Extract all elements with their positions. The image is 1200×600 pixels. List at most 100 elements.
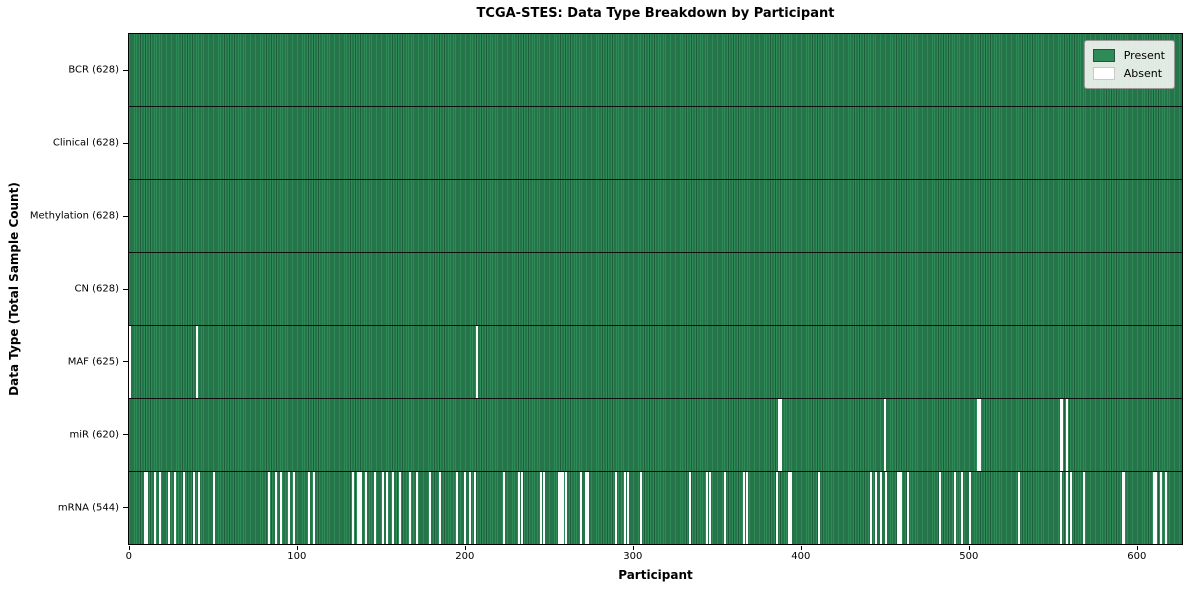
row-band-cn [129, 253, 1182, 326]
absent-stripe [398, 472, 401, 544]
y-tick-mark [123, 361, 128, 363]
absent-stripe [1153, 472, 1156, 544]
y-tick-label-bcr: BCR (628) [68, 64, 119, 76]
row-band-mrna [129, 472, 1182, 544]
absent-stripe [360, 472, 363, 544]
absent-stripe [640, 472, 643, 544]
absent-stripe [474, 472, 477, 544]
absent-stripe [1069, 472, 1072, 544]
absent-stripe [586, 472, 589, 544]
absent-stripe [382, 472, 385, 544]
absent-stripe [543, 472, 546, 544]
absent-stripe [373, 472, 376, 544]
x-tick-mark [800, 546, 802, 550]
x-tick-mark [128, 546, 130, 550]
absent-stripe [357, 472, 360, 544]
absent-stripe [385, 472, 388, 544]
absent-stripe [1165, 472, 1168, 544]
row-band-mir [129, 399, 1182, 472]
absent-stripe [539, 472, 542, 544]
y-tick-label-maf: MAF (625) [67, 356, 119, 368]
absent-stripe [415, 472, 418, 544]
absent-stripe [154, 472, 157, 544]
absent-stripe [626, 472, 629, 544]
absent-stripe [196, 326, 199, 398]
x-tick-mark [1136, 546, 1138, 550]
absent-stripe [352, 472, 354, 544]
absent-stripe [875, 472, 878, 544]
absent-stripe [1017, 472, 1020, 544]
absent-stripe [777, 399, 780, 471]
absent-stripe [268, 472, 271, 544]
absent-stripe [705, 472, 708, 544]
absent-stripe [439, 472, 442, 544]
absent-stripe [192, 472, 195, 544]
y-tick-mark [123, 142, 128, 144]
row-band-clinical [129, 107, 1182, 180]
absent-stripe [129, 326, 131, 398]
absent-stripe [561, 472, 564, 544]
x-tick-label: 100 [287, 551, 307, 562]
absent-stripe [429, 472, 432, 544]
y-tick-mark [123, 69, 128, 71]
y-tick-label-cn: CN (628) [74, 283, 119, 295]
absent-stripe [313, 472, 316, 544]
legend-absent-label: Absent [1123, 67, 1163, 80]
absent-stripe [880, 472, 883, 544]
x-tick-mark [464, 546, 466, 550]
absent-stripe [1059, 472, 1062, 544]
absent-stripe [779, 399, 782, 471]
absent-stripe [1160, 472, 1163, 544]
absent-stripe [1066, 399, 1069, 471]
absent-stripe [159, 472, 162, 544]
present-swatch-icon [1092, 49, 1115, 62]
absent-stripe [182, 472, 185, 544]
absent-stripe [960, 472, 963, 544]
x-tick-label: 300 [623, 551, 643, 562]
absent-stripe [818, 472, 821, 544]
absent-stripe [953, 472, 956, 544]
absent-stripe [469, 472, 472, 544]
absent-stripe [455, 472, 458, 544]
absent-stripe [742, 472, 745, 544]
absent-stripe [1083, 472, 1086, 544]
absent-stripe [789, 472, 792, 544]
y-tick-label-mrna: mRNA (544) [57, 502, 119, 514]
absent-stripe [896, 472, 899, 544]
absent-stripe [558, 472, 561, 544]
absent-stripe [900, 472, 903, 544]
row-band-bcr [129, 34, 1182, 107]
y-tick-label-methylation: Methylation (628) [29, 210, 119, 222]
absent-stripe [1155, 472, 1158, 544]
x-tick-label: 500 [959, 551, 979, 562]
absent-stripe [564, 472, 567, 544]
absent-stripe [365, 472, 368, 544]
absent-stripe [1121, 472, 1124, 544]
absent-stripe [977, 399, 980, 471]
absent-stripe [883, 399, 886, 471]
absent-stripe [979, 399, 982, 471]
absent-stripe [885, 472, 888, 544]
x-tick-mark [632, 546, 634, 550]
absent-stripe [1059, 399, 1062, 471]
absent-swatch-icon [1092, 67, 1115, 80]
absent-stripe [746, 472, 749, 544]
absent-stripe [144, 472, 147, 544]
absent-stripe [776, 472, 779, 544]
absent-stripe [870, 472, 873, 544]
absent-stripe [898, 472, 901, 544]
x-tick-mark [968, 546, 970, 550]
absent-stripe [502, 472, 505, 544]
legend-present-label: Present [1123, 49, 1165, 62]
plot-area: Present Absent [128, 33, 1183, 545]
absent-stripe [787, 472, 790, 544]
absent-stripe [392, 472, 395, 544]
absent-stripe [689, 472, 692, 544]
absent-stripe [585, 472, 588, 544]
absent-stripe [145, 472, 148, 544]
legend-entry-present: Present [1092, 49, 1165, 62]
absent-stripe [464, 472, 467, 544]
absent-stripe [559, 472, 562, 544]
x-tick-label: 200 [455, 551, 475, 562]
